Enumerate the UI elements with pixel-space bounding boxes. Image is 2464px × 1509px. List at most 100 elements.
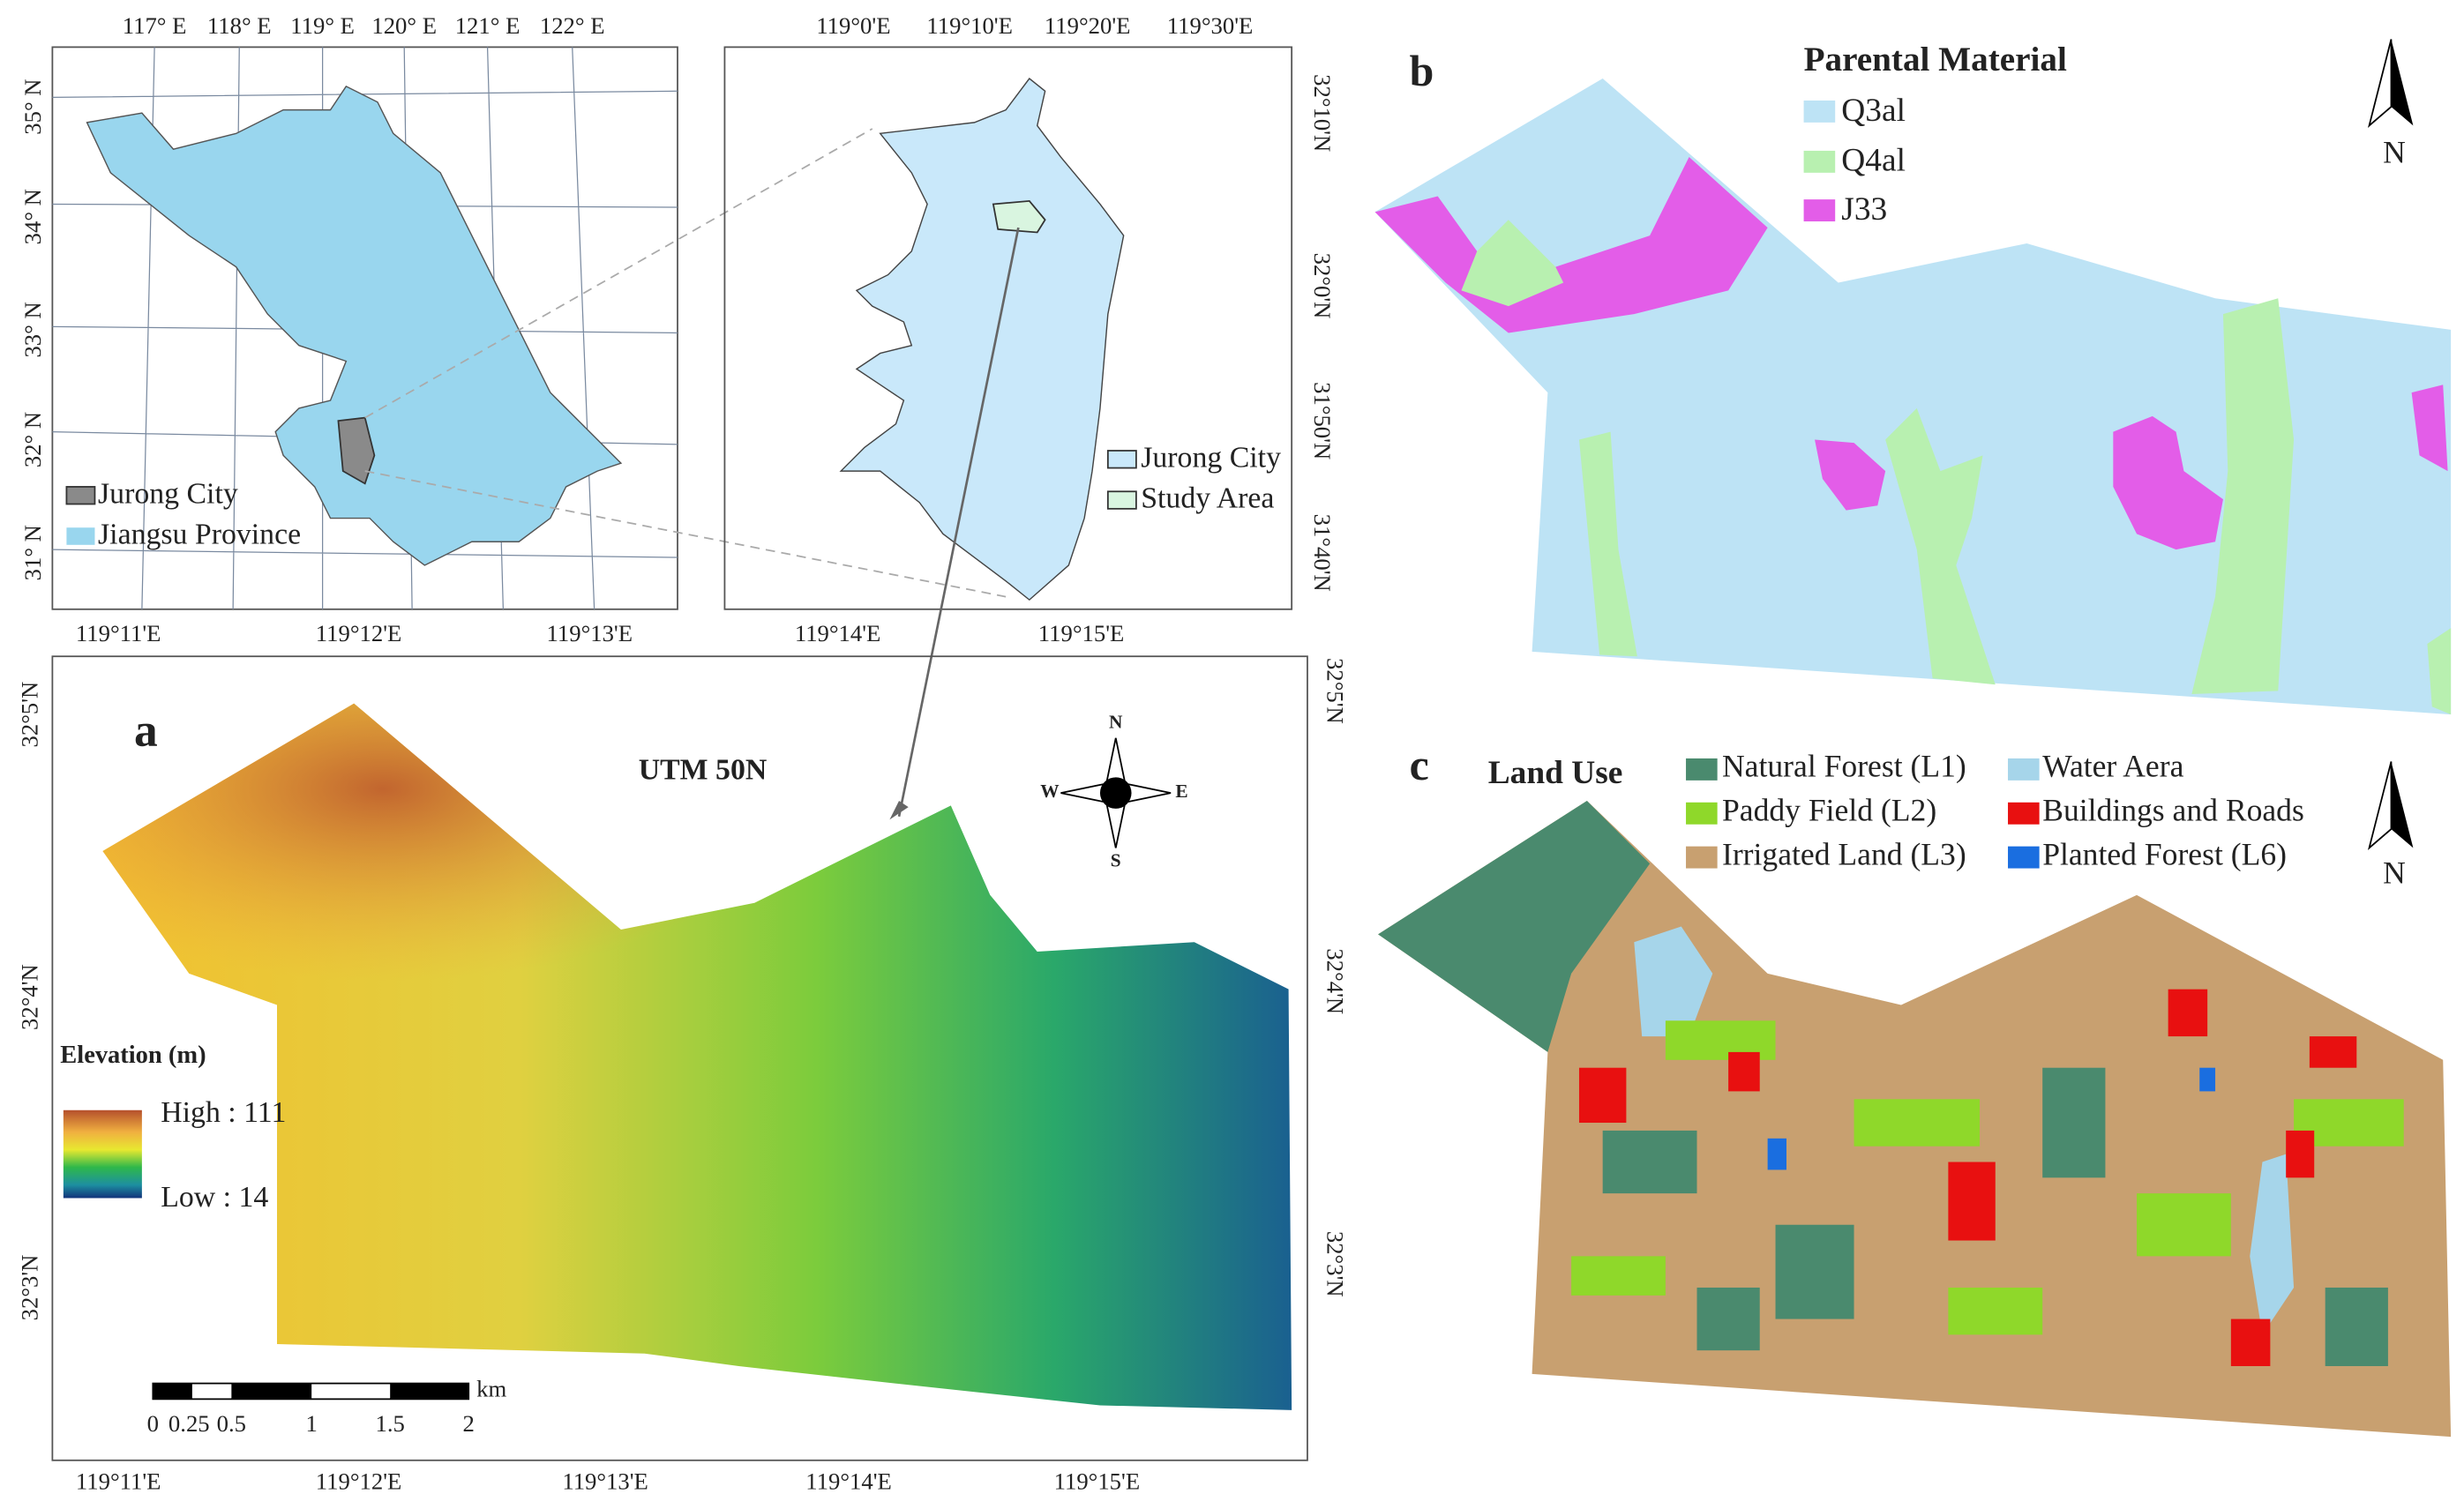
compass-label: W: [1040, 781, 1060, 802]
lon-label: 119°15'E: [1038, 620, 1125, 646]
legend-swatch: [65, 486, 96, 505]
lat-label: 32° N: [19, 412, 46, 467]
legend-swatch: [1106, 490, 1137, 510]
compass-center: [1099, 777, 1132, 809]
legend-label: Study Area: [1141, 482, 1274, 515]
panel-label: a: [134, 703, 158, 756]
north-label: N: [2383, 855, 2406, 891]
north-arrow: [2367, 39, 2393, 128]
legend-swatch: [2008, 802, 2040, 825]
frame: [51, 46, 678, 610]
panel-c: c Land Use Natural Forest (L1) Paddy Fie…: [1378, 741, 2452, 1438]
lon-label: 119°14'E: [795, 620, 881, 646]
lat-label: 32°10'N: [1309, 74, 1336, 152]
lon-label: 120° E: [371, 12, 437, 39]
planted-patch: [2199, 1067, 2216, 1092]
lon-label: 119°12'E: [316, 620, 402, 646]
compass-label: N: [1109, 712, 1123, 733]
legend-label: Jurong City: [1141, 441, 1281, 474]
legend-title: Land Use: [1488, 755, 1623, 791]
elevation-ramp: [63, 1109, 142, 1199]
j33-area: [2411, 385, 2448, 472]
patch: [1948, 1162, 1996, 1241]
panel-label: b: [1410, 47, 1434, 95]
legend-swatch: [1686, 802, 1718, 825]
lat-label: 32°5'N: [1322, 658, 1348, 724]
q4al-area: [1578, 431, 1637, 657]
patch: [2230, 1319, 2271, 1366]
q4al-area: [2427, 628, 2452, 715]
north-arrow: [2391, 39, 2414, 126]
legend-swatch: [1686, 758, 1718, 781]
lon-label: 119°20'E: [1045, 12, 1131, 39]
patch: [1602, 1130, 1697, 1194]
water-area: [2250, 1154, 2295, 1335]
legend-label: Q3al: [1841, 93, 1906, 129]
lon-label: 118° E: [207, 12, 272, 39]
patch: [1728, 1051, 1760, 1092]
lon-label: 121° E: [455, 12, 521, 39]
jurong-shape: [337, 416, 376, 485]
frame: [51, 655, 1308, 1461]
lon-label: 122° E: [540, 12, 605, 39]
scale-label: 1: [305, 1410, 317, 1437]
legend-swatch: [1803, 199, 1836, 222]
patch: [1948, 1287, 2043, 1335]
lon-label: 119°15'E: [1054, 1468, 1141, 1495]
arrow-head: [889, 801, 909, 820]
lon-label: 119°10'E: [926, 12, 1013, 39]
patch: [1775, 1224, 1854, 1319]
legend-label: J33: [1841, 191, 1887, 228]
legend-label: Jurong City: [98, 477, 238, 510]
scale-label: 0: [147, 1410, 159, 1437]
lon-label: 117° E: [123, 12, 187, 39]
legend-title: Parental Material: [1804, 41, 2067, 78]
lon-label: 119°14'E: [805, 1468, 892, 1495]
jurong-shape: [839, 78, 1125, 601]
scale-label: 0.5: [217, 1410, 246, 1437]
legend-swatch: [2008, 846, 2040, 869]
legend-high: High : 111: [161, 1096, 286, 1129]
planted-patch: [1767, 1138, 1786, 1170]
panel-a: a UTM 50N N W E S Elevation (m) High : 1…: [16, 620, 1348, 1494]
lat-label: 34° N: [19, 189, 46, 244]
q4al-area: [1461, 220, 1564, 307]
forest-patches: [1602, 1067, 2388, 1366]
lat-label: 32°3'N: [1322, 1231, 1348, 1297]
patch: [2325, 1287, 2388, 1366]
lat-label: 32°3'N: [16, 1255, 42, 1321]
lat-label: 32°4'N: [16, 964, 42, 1030]
legend-title: Elevation (m): [60, 1042, 206, 1069]
lat-label: 33° N: [19, 302, 46, 357]
legend-label: Jiangsu Province: [98, 519, 301, 551]
scale-segment: [390, 1383, 469, 1400]
lon-label: 119°30'E: [1167, 12, 1254, 39]
compass-label: E: [1175, 781, 1187, 802]
water-area: [1634, 926, 1713, 1037]
north-arrow: [2391, 761, 2414, 848]
forest-area: [1378, 801, 1651, 1052]
lon-label: 119°12'E: [316, 1468, 402, 1495]
north-arrow: [2367, 761, 2393, 850]
compass-label: S: [1111, 849, 1121, 870]
scale-label: 1.5: [376, 1410, 405, 1437]
lat-label: 32°5'N: [16, 682, 42, 748]
lat-label: 35° N: [19, 78, 46, 134]
legend-swatch: [1106, 450, 1137, 469]
jurong-inset: 119°0'E 119°10'E 119°20'E 119°30'E 32°10…: [723, 12, 1336, 610]
lat-label: 31°50'N: [1309, 382, 1336, 459]
legend-label: Buildings and Roads: [2042, 792, 2304, 827]
lon-label: 119°11'E: [76, 620, 161, 646]
jiangsu-inset: 117° E 118° E 119° E 120° E 121° E 122° …: [19, 12, 678, 610]
building-patches: [1578, 989, 2357, 1366]
lat-label: 32°0'N: [1309, 253, 1336, 319]
panel-b: b Parental Material Q3al Q4al J33 N: [1374, 39, 2452, 715]
legend-label: Paddy Field (L2): [1722, 792, 1936, 827]
lon-label: 119°13'E: [562, 1468, 648, 1495]
dem-highland: [102, 703, 1037, 1131]
legend-low: Low : 14: [161, 1181, 268, 1214]
patch: [1854, 1099, 1980, 1147]
legend-label: Natural Forest (L1): [1722, 749, 1966, 784]
lon-label: 119°11'E: [76, 1468, 161, 1495]
